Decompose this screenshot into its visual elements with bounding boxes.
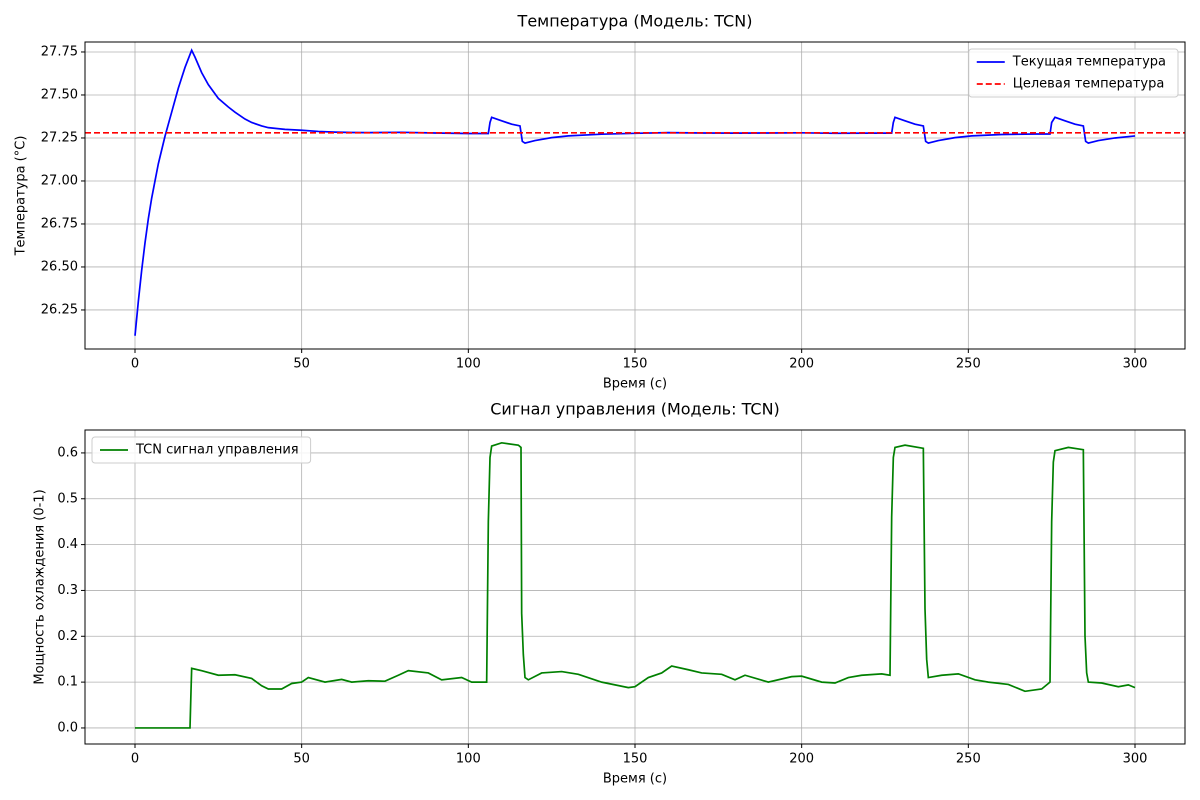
y-tick-label: 26.75 bbox=[41, 216, 78, 231]
x-tick-label: 250 bbox=[956, 752, 981, 767]
y-tick-label: 27.75 bbox=[41, 44, 78, 59]
x-tick-label: 100 bbox=[456, 752, 481, 767]
y-tick-label: 0.6 bbox=[57, 445, 78, 460]
y-tick-label: 0.5 bbox=[57, 491, 78, 506]
chart-title: Температура (Модель: TCN) bbox=[517, 12, 753, 31]
y-tick-label: 0.2 bbox=[57, 629, 78, 644]
x-tick-label: 300 bbox=[1123, 752, 1148, 767]
y-tick-label: 27.50 bbox=[41, 87, 78, 102]
y-tick-label: 0.1 bbox=[57, 675, 78, 690]
legend-label: Целевая температура bbox=[1013, 77, 1165, 92]
data-line bbox=[134, 48, 1136, 336]
legend-label: TCN сигнал управления bbox=[135, 443, 299, 458]
x-tick-label: 200 bbox=[789, 752, 814, 767]
y-tick-label: 27.25 bbox=[41, 130, 78, 145]
axes-frame bbox=[84, 41, 1186, 350]
y-axis-label: Температура (°C) bbox=[14, 136, 29, 257]
x-tick-label: 200 bbox=[789, 357, 814, 372]
x-tick-label: 150 bbox=[623, 357, 648, 372]
x-axis-label: Время (с) bbox=[603, 377, 667, 392]
x-tick-label: 0 bbox=[131, 357, 139, 372]
legend-box bbox=[91, 436, 312, 464]
data-line bbox=[135, 441, 1136, 729]
x-tick-label: 150 bbox=[623, 752, 648, 767]
y-tick-label: 0.3 bbox=[57, 583, 78, 598]
y-tick-label: 26.50 bbox=[41, 259, 78, 274]
x-axis-label: Время (с) bbox=[603, 772, 667, 787]
axes-frame bbox=[84, 429, 1186, 745]
x-tick-label: 50 bbox=[293, 357, 310, 372]
y-tick-label: 26.25 bbox=[41, 302, 78, 317]
y-tick-label: 0.0 bbox=[57, 720, 78, 735]
x-tick-label: 100 bbox=[456, 357, 481, 372]
y-tick-label: 27.00 bbox=[41, 173, 78, 188]
chart-title: Сигнал управления (Модель: TCN) bbox=[490, 400, 780, 419]
legend: TCN сигнал управления bbox=[91, 436, 312, 464]
x-tick-label: 250 bbox=[956, 357, 981, 372]
x-tick-label: 50 bbox=[293, 752, 310, 767]
subplot: Сигнал управления (Модель: TCN) Время (с)… bbox=[33, 400, 1186, 787]
legend: Текущая температура Целевая температура bbox=[968, 48, 1179, 98]
x-tick-label: 300 bbox=[1123, 357, 1148, 372]
y-tick-label: 0.4 bbox=[57, 537, 78, 552]
legend-label: Текущая температура bbox=[1012, 55, 1166, 70]
y-axis-label: Мощность охлаждения (0-1) bbox=[33, 489, 48, 684]
legend-box bbox=[968, 48, 1179, 98]
x-tick-label: 0 bbox=[131, 752, 139, 767]
subplot: Температура (Модель: TCN) Время (с) Темпер… bbox=[14, 12, 1186, 392]
